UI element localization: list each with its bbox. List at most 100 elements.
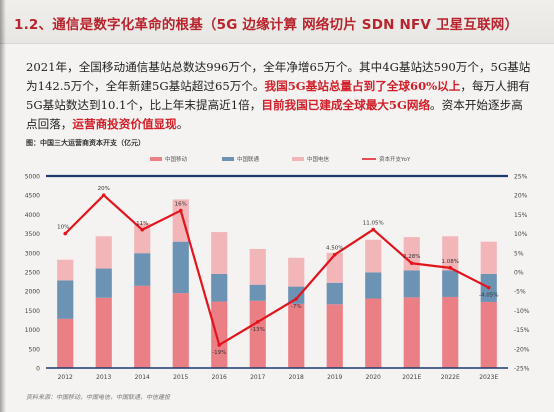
bar-segment [57,280,74,319]
y-tick-right: -20% [514,346,530,353]
yoy-line [64,194,490,347]
x-tick-label: 2021E [402,374,421,381]
legend-swatch [292,157,304,161]
yoy-point [178,208,183,213]
paragraph-highlight-1: 我国5G基站总量占到了全球60%以上 [264,79,461,93]
bar-segment [403,270,420,298]
bar-segment [57,259,74,281]
bar-segment [172,241,189,294]
bar-segment [442,296,459,368]
legend-swatch [150,157,162,161]
legend-label: 中国电信 [307,155,330,163]
bar-segment [403,297,420,368]
x-tick-label: 2023E [479,374,498,381]
bar-segment [134,223,151,254]
x-tick-label: 2014 [135,374,150,381]
y-tick-right: 20% [514,193,528,200]
x-tick-label: 2012 [58,374,73,381]
bar-segment [326,252,343,283]
y-tick-right: -10% [514,308,530,315]
y-tick-right: -5% [514,289,526,296]
bar-segment [365,239,382,273]
bar-segment [326,282,343,305]
yoy-data-label: -19% [212,350,226,356]
source-note: 资料来源：中国移动，中国电信，中国联通，中信建投 [26,394,171,401]
x-tick-label: 2013 [96,374,111,381]
x-tick-label: 2019 [327,374,342,381]
y-tick-left: 4500 [25,193,40,200]
y-tick-left: 1000 [25,327,40,334]
legend-label: 资本开支YoY [379,155,411,163]
bar-segment [211,232,228,274]
bar-segment [288,303,305,368]
figure-title: 图：中国三大运营商资本开支（亿元） [26,139,145,147]
yoy-point [140,227,145,232]
y-tick-left: 3500 [25,231,40,238]
yoy-data-label: 11% [136,221,148,227]
yoy-point [486,285,491,290]
y-tick-right: 0% [514,270,524,277]
x-tick-label: 2022E [441,374,460,381]
bar-segment [211,301,228,368]
legend-label: 中国移动 [165,155,188,163]
y-tick-right: 5% [514,250,524,257]
bar-segment [326,304,343,368]
y-tick-right: -25% [514,366,530,373]
yoy-point [294,297,299,301]
yoy-point [371,227,376,232]
yoy-point [409,261,414,266]
bar-segment [480,241,497,274]
bar-segment [134,285,151,368]
capex-chart: 中国移动 中国联通 中国电信 资本开支YoY 0 500 1000 1500 2000 2500 3… [25,155,530,381]
yoy-point [255,320,260,324]
x-tick-label: 2016 [212,374,227,381]
bar-segment [211,273,228,302]
yoy-data-label: 10% [57,225,69,231]
yoy-data-label: 2.28% [403,254,420,260]
y-tick-left: 2000 [25,289,40,296]
bar-segment [365,298,382,368]
yoy-data-label: 11.05% [363,221,384,227]
bar-segment [365,272,382,299]
y-tick-left: 1500 [25,308,40,315]
x-tick-label: 2015 [173,374,188,381]
bar-segment [57,318,74,368]
y-tick-right: 25% [514,174,528,181]
paragraph-text-3: 。资本开始逐步高点回落， [26,98,523,131]
bar-segment [95,268,112,298]
y-tick-left: 500 [29,346,41,353]
bar-segment [249,300,266,368]
bar-segment [480,301,497,368]
bar-segment [442,236,459,271]
bar-segment [95,236,112,269]
capex-chart-container: 中国移动 中国联通 中国电信 资本开支YoY 0 500 1000 1500 2000 2500 3… [0,148,554,398]
yoy-data-label: 20% [98,186,110,192]
y-tick-right: -15% [514,327,530,334]
bar-segment [249,248,266,285]
y-tick-left: 3000 [25,250,40,257]
yoy-data-label: -4.05% [479,293,498,299]
yoy-point [63,231,68,236]
y-tick-left: 4000 [25,212,40,219]
yoy-point [101,193,106,197]
slide-title: 1.2、通信是数字化革命的根基（5G 边缘计算 网络切片 SDN NFV 卫星互… [14,17,519,33]
legend-swatch [222,157,234,161]
yoy-point [332,252,337,257]
yoy-data-label: 4.50% [326,246,343,252]
screen-edge-shadow [0,0,6,412]
paragraph-text-1: 2021年，全国移动通信基站总数达996万个，全年净增65万个。其中4G基站达5… [26,60,531,93]
yoy-data-label: -13% [251,327,265,333]
y-tick-left: 2500 [25,270,40,277]
bar-segment [442,270,459,297]
yoy-data-label: 16% [175,202,187,208]
summary-paragraph: 2021年，全国移动通信基站总数达996万个，全年净增65万个。其中4G基站达5… [26,58,532,134]
yoy-data-label: 1.08% [442,259,459,265]
y-tick-left: 0 [36,366,40,373]
x-tick-label: 2020 [366,374,381,381]
x-tick-label: 2018 [289,374,304,381]
x-tick-label: 2017 [250,374,265,381]
bar-segment [403,237,420,271]
y-tick-right: 10% [514,231,528,238]
y-tick-right: 15% [514,212,528,219]
